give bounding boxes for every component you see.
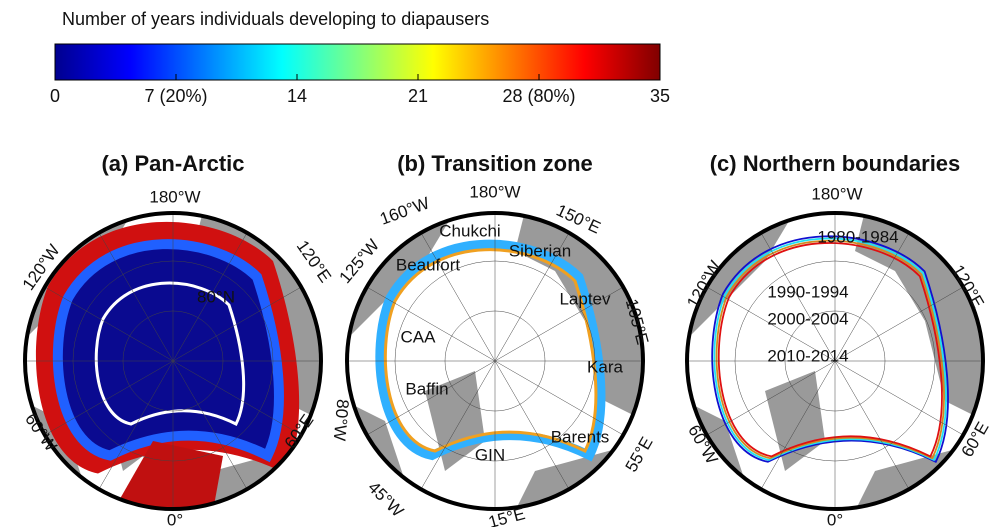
region-label: Laptev bbox=[559, 289, 611, 308]
figure: Number of years individuals developing t… bbox=[0, 0, 1001, 527]
map-label: 45°W bbox=[364, 478, 407, 521]
colorbar-tick-label: 0 bbox=[50, 86, 60, 106]
panel-title: (a) Pan-Arctic bbox=[101, 151, 244, 176]
colorbar-tick-label: 7 (20%) bbox=[144, 86, 207, 106]
map-label: 120°E bbox=[293, 237, 335, 286]
map-label: 180°W bbox=[149, 187, 200, 206]
panel-title: (c) Northern boundaries bbox=[710, 151, 961, 176]
colorbar bbox=[55, 44, 660, 80]
map-label: 55°E bbox=[622, 434, 657, 476]
legend-label: 1990-1994 bbox=[767, 282, 848, 301]
legend-label: 1980-1984 bbox=[817, 227, 898, 246]
map-label: 0° bbox=[827, 510, 843, 527]
region-label: Kara bbox=[587, 357, 623, 376]
region-label: CAA bbox=[401, 327, 437, 346]
region-label: GIN bbox=[475, 445, 505, 464]
diapause-area bbox=[58, 244, 279, 455]
map-label: 180°W bbox=[811, 184, 862, 203]
map-label: 0° bbox=[167, 510, 183, 527]
colorbar-title: Number of years individuals developing t… bbox=[62, 9, 489, 29]
colorbar-tick-label: 35 bbox=[650, 86, 670, 106]
panel-title: (b) Transition zone bbox=[397, 151, 593, 176]
region-label: Barents bbox=[551, 427, 610, 446]
map-label: 80°N bbox=[197, 287, 235, 306]
colorbar-tick-label: 14 bbox=[287, 86, 307, 106]
region-label: Baffin bbox=[405, 379, 448, 398]
map-label: 180°W bbox=[469, 182, 520, 201]
map-label: 160°W bbox=[377, 193, 432, 228]
region-label: Beaufort bbox=[396, 255, 461, 274]
region-label: Siberian bbox=[509, 241, 571, 260]
region-label: Chukchi bbox=[439, 221, 500, 240]
colorbar-tick-label: 28 (80%) bbox=[502, 86, 575, 106]
map-label: 80°W bbox=[330, 398, 353, 441]
legend-label: 2000-2004 bbox=[767, 309, 848, 328]
legend-label: 2010-2014 bbox=[767, 346, 848, 365]
colorbar-tick-label: 21 bbox=[408, 86, 428, 106]
